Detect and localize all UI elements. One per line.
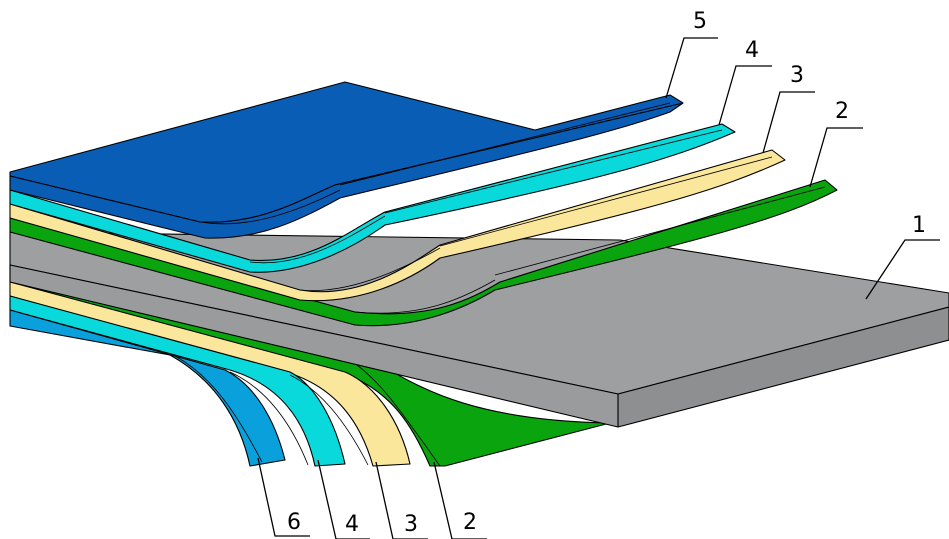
layer-4-top [9,123,736,273]
layer-2-top [9,179,838,327]
callout-label-bottom-6: 6 [287,510,301,535]
callout-top-3: 3 [762,63,815,154]
callout-label-bottom-2: 2 [463,510,477,535]
layer-3-bottom [9,281,411,467]
plate-side-face [9,264,619,428]
callout-bottom-4: 4 [317,459,370,539]
callout-top-5: 5 [665,9,718,99]
callout-label-top-1: 1 [912,213,926,238]
callout-label-top-3: 3 [790,63,804,88]
callout-label-bottom-3: 3 [404,512,418,537]
callout-bottom-6: 6 [257,457,310,537]
callout-top-2: 2 [809,99,863,188]
layer-6-bottom [9,309,286,467]
callout-top-4: 4 [718,38,772,126]
callout-top-1: 1 [865,213,940,300]
callout-label-top-4: 4 [745,38,759,63]
layer-3-top [9,149,786,302]
callout-bottom-3: 3 [375,461,428,539]
callout-label-top-5: 5 [693,9,707,34]
callout-label-top-2: 2 [835,99,849,124]
callout-bottom-2: 2 [433,461,487,539]
callout-label-bottom-4: 4 [345,512,359,537]
layer-5-edge [9,102,684,239]
